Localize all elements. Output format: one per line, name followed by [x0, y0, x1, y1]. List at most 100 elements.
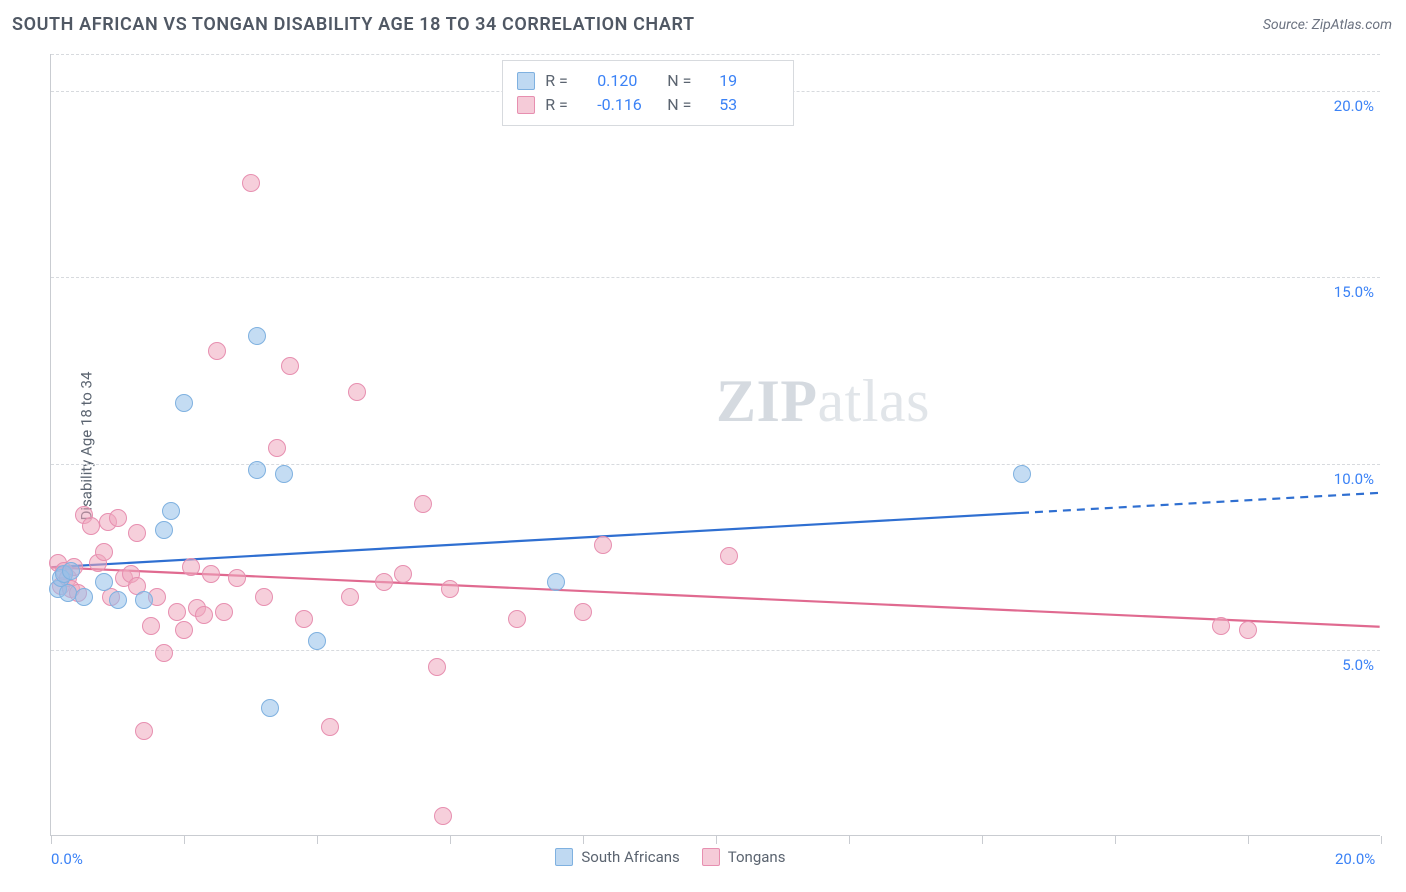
data-point-a — [248, 327, 266, 345]
data-point-b — [321, 718, 339, 736]
data-point-b — [720, 547, 738, 565]
y-tick-label: 10.0% — [1334, 470, 1374, 488]
data-point-b — [82, 517, 100, 535]
data-point-a — [275, 465, 293, 483]
data-point-b — [348, 383, 366, 401]
stats-row-b: R = -0.116 N = 53 — [517, 93, 779, 117]
source-label: Source: ZipAtlas.com — [1263, 17, 1392, 33]
x-tick-label: 0.0% — [51, 850, 83, 868]
x-tick — [317, 836, 318, 844]
data-point-a — [109, 591, 127, 609]
x-tick — [583, 836, 584, 844]
x-tick — [982, 836, 983, 844]
data-point-b — [142, 617, 160, 635]
data-point-b — [268, 439, 286, 457]
data-point-b — [215, 603, 233, 621]
data-point-b — [281, 357, 299, 375]
data-point-b — [195, 606, 213, 624]
y-tick-label: 15.0% — [1334, 283, 1374, 301]
stats-legend: R = 0.120 N = 19 R = -0.116 N = 53 — [502, 60, 794, 126]
data-point-a — [59, 584, 77, 602]
gridline — [51, 54, 1380, 55]
chart-container: SOUTH AFRICAN VS TONGAN DISABILITY AGE 1… — [0, 0, 1406, 892]
data-point-a — [95, 573, 113, 591]
plot-area: ZIPatlas 5.0%10.0%15.0%20.0%0.0%20.0% — [50, 54, 1380, 836]
swatch-b — [517, 96, 535, 114]
n-label-2: N = — [667, 93, 709, 117]
x-tick — [1381, 836, 1382, 844]
x-tick — [1115, 836, 1116, 844]
r-label-2: R = — [545, 93, 587, 117]
swatch-a — [517, 72, 535, 90]
r-label: R = — [545, 69, 587, 93]
stats-row-a: R = 0.120 N = 19 — [517, 69, 779, 93]
gridline — [51, 277, 1380, 278]
data-point-b — [228, 569, 246, 587]
trend-lines — [51, 54, 1380, 835]
data-point-a — [75, 588, 93, 606]
r-value-b: -0.116 — [597, 93, 657, 117]
data-point-b — [1239, 621, 1257, 639]
data-point-b — [441, 580, 459, 598]
data-point-a — [62, 562, 80, 580]
data-point-b — [295, 610, 313, 628]
data-point-b — [135, 722, 153, 740]
data-point-a — [547, 573, 565, 591]
watermark: ZIPatlas — [716, 367, 930, 436]
y-tick-label: 5.0% — [1342, 656, 1374, 674]
legend-swatch-b — [702, 848, 720, 866]
n-label: N = — [667, 69, 709, 93]
data-point-b — [1212, 617, 1230, 635]
data-point-b — [182, 558, 200, 576]
data-point-b — [95, 543, 113, 561]
chart-title: SOUTH AFRICAN VS TONGAN DISABILITY AGE 1… — [12, 14, 695, 35]
x-tick — [450, 836, 451, 844]
bottom-legend: South Africans Tongans — [555, 848, 785, 866]
data-point-b — [175, 621, 193, 639]
x-tick — [1248, 836, 1249, 844]
data-point-b — [155, 644, 173, 662]
data-point-b — [242, 174, 260, 192]
title-row: SOUTH AFRICAN VS TONGAN DISABILITY AGE 1… — [12, 14, 1392, 35]
data-point-b — [208, 342, 226, 360]
data-point-b — [508, 610, 526, 628]
n-value-a: 19 — [719, 69, 779, 93]
watermark-atlas: atlas — [818, 368, 930, 434]
legend-item-b: Tongans — [702, 848, 786, 866]
data-point-a — [1013, 465, 1031, 483]
data-point-b — [574, 603, 592, 621]
y-tick-label: 20.0% — [1334, 97, 1374, 115]
x-tick — [51, 836, 52, 844]
legend-swatch-a — [555, 848, 573, 866]
data-point-b — [434, 807, 452, 825]
data-point-b — [375, 573, 393, 591]
data-point-b — [341, 588, 359, 606]
data-point-b — [168, 603, 186, 621]
x-tick — [184, 836, 185, 844]
x-tick — [849, 836, 850, 844]
data-point-b — [594, 536, 612, 554]
data-point-a — [308, 632, 326, 650]
data-point-a — [261, 699, 279, 717]
x-tick — [716, 836, 717, 844]
data-point-b — [394, 565, 412, 583]
data-point-b — [414, 495, 432, 513]
data-point-b — [428, 658, 446, 676]
legend-item-a: South Africans — [555, 848, 679, 866]
data-point-b — [109, 509, 127, 527]
data-point-a — [248, 461, 266, 479]
data-point-a — [135, 591, 153, 609]
data-point-b — [128, 524, 146, 542]
data-point-b — [255, 588, 273, 606]
n-value-b: 53 — [719, 93, 779, 117]
gridline — [51, 650, 1380, 651]
data-point-b — [202, 565, 220, 583]
legend-label-b: Tongans — [728, 848, 786, 866]
r-value-a: 0.120 — [597, 69, 657, 93]
data-point-a — [175, 394, 193, 412]
data-point-a — [155, 521, 173, 539]
data-point-a — [162, 502, 180, 520]
x-tick-label: 20.0% — [1335, 850, 1375, 868]
legend-label-a: South Africans — [581, 848, 679, 866]
watermark-zip: ZIP — [716, 368, 818, 434]
